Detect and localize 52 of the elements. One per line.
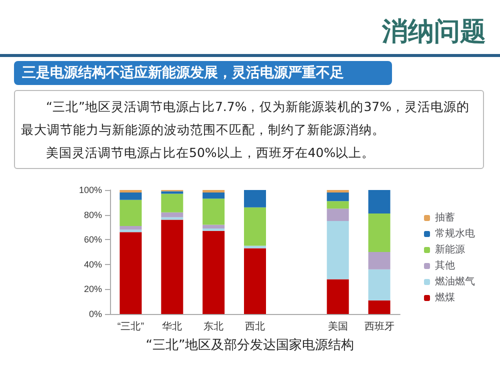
bar: [326, 279, 349, 314]
bar: [368, 252, 390, 270]
x-tick-label: 华北: [162, 320, 182, 332]
bar: [368, 300, 390, 314]
bar: [202, 230, 225, 314]
bar: [161, 217, 184, 220]
bar: [202, 224, 225, 228]
y-tick-label: 20%: [84, 284, 102, 294]
bar: [326, 192, 349, 202]
bar: [326, 208, 349, 221]
text: 美国灵活调节电源占比在50%以上，西班牙在40%以上。: [45, 144, 376, 162]
legend-label: 常规水电: [435, 228, 475, 240]
text: “三北”地区及部分发达国家电源结构: [144, 337, 356, 354]
legend-label: 新能源: [435, 244, 465, 256]
bar: [244, 207, 266, 246]
bar: [244, 190, 266, 208]
bar: [202, 192, 225, 199]
chart-subtitle: 三是电源结构不适应新能源发展，灵活电源严重不足: [14, 61, 392, 85]
bar: [244, 246, 266, 248]
bar: [161, 194, 184, 212]
bar: [120, 200, 142, 226]
bar: [368, 190, 390, 214]
chart-title: 消纳问题: [382, 16, 486, 49]
x-tick-label: 西班牙: [364, 320, 394, 332]
bar: [161, 191, 184, 194]
bar: [202, 198, 225, 225]
bar: [161, 212, 184, 218]
bar: [326, 201, 349, 209]
bar: [202, 228, 225, 231]
bar: [120, 230, 142, 232]
bar: [368, 269, 390, 300]
x-tick-label: “三北”: [117, 320, 144, 332]
legend-label: 燃煤: [435, 292, 455, 304]
x-tick-label: 美国: [328, 320, 348, 332]
legend-label: 燃油燃气: [435, 276, 475, 288]
legend-label: 其他: [435, 260, 455, 272]
bar: [120, 232, 142, 314]
y-tick-label: 80%: [84, 210, 102, 220]
y-tick-label: 100%: [78, 185, 102, 195]
bar: [161, 220, 184, 314]
x-tick-label: 西北: [245, 320, 265, 332]
x-tick-label: 东北: [204, 320, 224, 332]
text: “三北”地区灵活调节电源占比7.7%，仅为新能源装机的37%，灵活电源的最大调节能力与新能源的波动范围不匹配，制约了新能源消纳。: [21, 98, 470, 139]
bar: [120, 226, 142, 230]
y-tick-label: 0%: [88, 309, 102, 319]
y-tick-label: 40%: [84, 259, 102, 270]
bar: [368, 214, 390, 252]
bar: [120, 192, 142, 200]
bar: [244, 248, 266, 314]
legend-label: 抽蓄: [435, 212, 455, 224]
bar: [326, 221, 349, 280]
y-tick-label: 60%: [84, 234, 102, 245]
